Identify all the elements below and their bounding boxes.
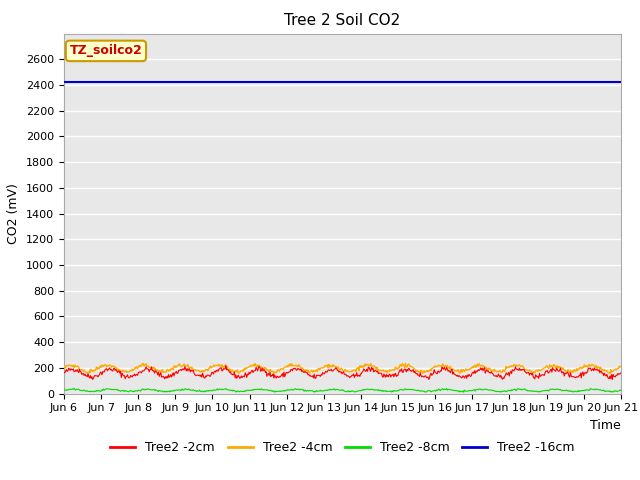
X-axis label: Time: Time bbox=[590, 419, 621, 432]
Y-axis label: CO2 (mV): CO2 (mV) bbox=[8, 183, 20, 244]
Legend: Tree2 -2cm, Tree2 -4cm, Tree2 -8cm, Tree2 -16cm: Tree2 -2cm, Tree2 -4cm, Tree2 -8cm, Tree… bbox=[106, 436, 579, 459]
Text: TZ_soilco2: TZ_soilco2 bbox=[70, 44, 142, 58]
Title: Tree 2 Soil CO2: Tree 2 Soil CO2 bbox=[284, 13, 401, 28]
